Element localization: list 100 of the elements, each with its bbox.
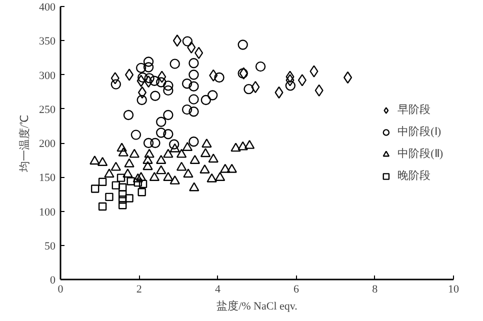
y-tick-label: 150 — [39, 172, 56, 184]
point — [286, 74, 294, 86]
point — [150, 90, 160, 101]
point — [168, 139, 180, 150]
point — [188, 81, 199, 92]
point — [190, 154, 200, 164]
y-axis-title: 均一温度/℃ — [18, 114, 31, 174]
point — [136, 94, 147, 106]
point — [220, 164, 230, 173]
point — [226, 164, 237, 173]
point — [163, 148, 174, 158]
point — [163, 80, 174, 91]
point — [163, 85, 174, 96]
point — [255, 61, 266, 72]
point — [170, 58, 180, 69]
point — [163, 172, 174, 182]
point — [112, 181, 120, 190]
point — [122, 168, 133, 178]
point — [143, 56, 154, 67]
point — [188, 70, 199, 80]
point — [244, 84, 254, 94]
point — [182, 78, 192, 89]
point — [136, 74, 146, 87]
point — [138, 72, 148, 83]
point — [134, 178, 142, 187]
y-tick-label: 0 — [50, 274, 56, 286]
point — [189, 182, 200, 192]
point — [149, 76, 160, 86]
point — [116, 142, 127, 152]
legend-label: 中阶段(Ⅱ) — [398, 147, 443, 161]
point — [238, 40, 248, 50]
point — [130, 130, 142, 140]
y-tick-label: 350 — [39, 36, 56, 48]
point — [118, 183, 127, 192]
point — [138, 188, 146, 196]
point — [200, 164, 210, 174]
point — [182, 142, 193, 151]
point — [116, 174, 126, 182]
point — [149, 172, 160, 182]
point — [156, 77, 166, 88]
point — [208, 154, 218, 163]
point — [163, 110, 174, 120]
point — [98, 202, 107, 211]
point — [156, 128, 166, 138]
point — [142, 154, 153, 164]
point — [118, 201, 127, 210]
legend-label: 中阶段(Ⅰ) — [398, 125, 441, 139]
point — [136, 62, 146, 74]
point — [285, 80, 296, 91]
point — [170, 143, 180, 152]
point — [298, 74, 306, 86]
x-tick-label: 6 — [294, 284, 300, 296]
point — [188, 94, 199, 104]
point — [188, 106, 199, 117]
point — [310, 65, 318, 78]
point — [143, 138, 154, 148]
point — [158, 70, 166, 83]
x-tick-label: 10 — [448, 284, 460, 296]
point — [238, 141, 248, 150]
y-tick-label: 50 — [44, 240, 56, 252]
point — [163, 129, 174, 140]
point — [126, 177, 135, 186]
point — [200, 148, 211, 158]
point — [156, 165, 166, 174]
y-tick-label: 200 — [39, 138, 56, 150]
y-tick-label: 100 — [39, 206, 56, 218]
point — [172, 34, 182, 47]
legend-label: 晚阶段 — [398, 169, 431, 183]
x-axis-title: 盐度/% NaCl eqv. — [216, 300, 298, 312]
point — [123, 110, 134, 120]
point — [150, 138, 160, 148]
legend-label: 早阶段 — [398, 103, 431, 117]
point — [138, 180, 148, 188]
point — [214, 172, 226, 182]
point — [188, 58, 199, 68]
y-tick-label: 300 — [39, 70, 56, 82]
point — [143, 62, 154, 72]
point — [230, 142, 241, 152]
point — [170, 175, 180, 184]
y-tick-label: 250 — [39, 104, 56, 116]
point — [125, 68, 134, 81]
point — [182, 36, 193, 46]
x-tick-label: 8 — [372, 284, 378, 296]
point — [156, 116, 166, 127]
point — [200, 94, 212, 106]
point — [118, 147, 128, 156]
point — [207, 90, 218, 100]
point — [244, 140, 255, 149]
point — [286, 70, 294, 83]
point — [110, 79, 122, 90]
x-tick-label: 4 — [214, 284, 221, 296]
point — [156, 154, 166, 164]
y-tick-label: 400 — [39, 2, 56, 14]
point — [188, 136, 199, 147]
point — [176, 148, 187, 158]
point — [142, 161, 153, 170]
point — [104, 168, 114, 178]
point — [136, 172, 146, 182]
point — [183, 168, 194, 178]
point — [124, 158, 134, 168]
